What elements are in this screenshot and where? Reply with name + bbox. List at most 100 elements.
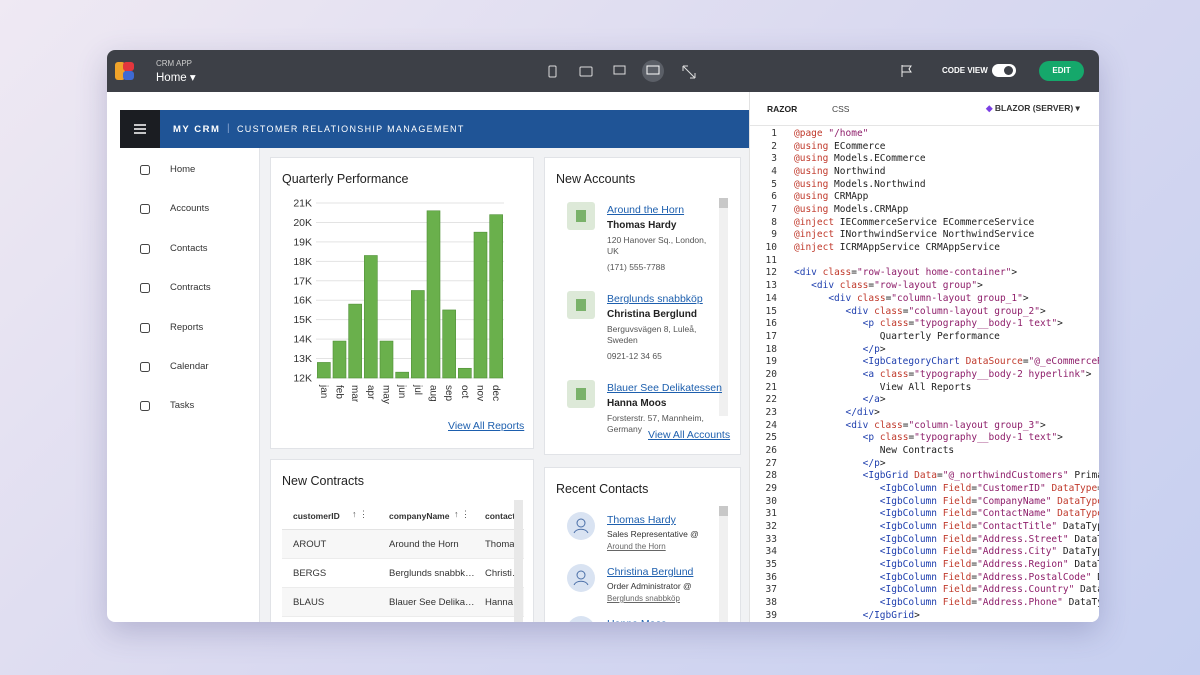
code-line: <p class="typography__body-1 text"> — [862, 318, 1063, 330]
content: Quarterly Performance 12K 13K 14K 15K 16K 17K… — [260, 148, 749, 622]
line-number: 17 — [765, 330, 777, 342]
code-line: <div class="row-layout group"> — [811, 280, 983, 292]
laptop-icon[interactable] — [613, 65, 626, 75]
account-link[interactable]: Berglunds snabbköp — [607, 293, 703, 305]
flag-icon[interactable] — [900, 64, 914, 78]
bar — [411, 290, 425, 379]
avatar — [567, 512, 595, 540]
grid-cell: Blauer See Delikatessen — [389, 597, 475, 608]
sidebar: Home Accounts Contacts Contracts Reports Cale… — [120, 148, 260, 622]
code-line: @inject ICRMAppService CRMAppService — [794, 242, 1000, 254]
line-number: 39 — [765, 609, 777, 621]
avatar — [567, 616, 595, 622]
edit-button[interactable]: EDIT — [1039, 61, 1084, 81]
line-number: 20 — [765, 368, 777, 380]
view-all-reports[interactable]: View All Reports — [448, 420, 525, 432]
contact-link[interactable]: Thomas Hardy — [607, 514, 676, 526]
nav-item[interactable]: Calendar — [170, 361, 209, 372]
account-phone: 0921-12 34 65 — [607, 351, 662, 361]
grid-cell: Around the Horn — [389, 539, 459, 550]
sort-icons[interactable]: ↑ ⋮ — [454, 509, 471, 519]
line-number: 33 — [765, 533, 777, 545]
avatar — [567, 564, 595, 592]
app-window: CRM APP Home ▾ CODE VIEW EDIT MY CRM | C… — [107, 50, 1099, 622]
code-line: <IgbColumn Field="ContactTitle" DataType — [879, 521, 1099, 533]
line-number: 11 — [765, 254, 777, 266]
column-header[interactable]: customerID — [293, 511, 340, 521]
account-address: Berguvsvägen 8, Luleå, Sweden — [607, 324, 697, 345]
line-number: 36 — [765, 571, 777, 583]
account-contact: Hanna Moos — [607, 398, 667, 409]
code-view-toggle[interactable] — [992, 64, 1016, 77]
account-address: 120 Hanover Sq., London, UK — [607, 235, 707, 256]
contact-link[interactable]: Christina Berglund — [607, 566, 694, 578]
x-tick-label: nov — [475, 385, 486, 401]
sort-icons[interactable]: ↑ ⋮ — [352, 509, 369, 519]
grid-row[interactable] — [282, 530, 524, 559]
code-line: <p class="typography__body-1 text"> — [862, 432, 1063, 444]
framework-select[interactable]: ◆ BLAZOR (SERVER) ▾ — [986, 103, 1080, 113]
grid-cell: BERGS — [293, 568, 327, 579]
y-tick-label: 14K — [293, 334, 312, 346]
line-number: 29 — [765, 483, 777, 495]
tab-razor[interactable]: RAZOR — [767, 104, 798, 114]
line-number: 19 — [765, 356, 777, 368]
nav-icon — [140, 283, 150, 294]
y-tick-label: 15K — [293, 314, 312, 326]
nav-item[interactable]: Accounts — [170, 203, 210, 215]
fullscreen-icon[interactable] — [682, 65, 696, 79]
app-label: CRM APP — [156, 59, 193, 68]
line-number: 22 — [765, 394, 777, 406]
nav-item[interactable]: Home — [170, 164, 196, 175]
menu-button[interactable] — [120, 110, 160, 148]
nav-item[interactable]: Tasks — [170, 400, 195, 412]
bar — [317, 362, 331, 379]
line-number: 38 — [765, 597, 777, 609]
phone-icon[interactable] — [548, 65, 557, 78]
nav-item[interactable]: Contracts — [170, 282, 211, 294]
account-contact: Christina Berglund — [607, 309, 698, 320]
code-tabs: RAZOR CSS ◆ BLAZOR (SERVER) ▾ — [750, 92, 1099, 126]
line-number: 24 — [765, 419, 777, 431]
nav-item[interactable]: Contacts — [170, 242, 208, 254]
grid-row[interactable] — [282, 559, 524, 588]
account-address: Forsterstr. 57, Mannheim, Germany — [607, 413, 704, 434]
bar — [348, 303, 362, 379]
code-line: <div class="column-layout group_1"> — [828, 292, 1029, 304]
code-line: <IgbColumn Field="ContactName" DataType=… — [879, 508, 1099, 520]
view-all-accounts[interactable]: View All Accounts — [648, 429, 731, 441]
line-number: 10 — [765, 242, 777, 254]
code-line: </p> — [862, 457, 886, 469]
line-number: 25 — [765, 432, 777, 444]
page-select[interactable]: Home ▾ — [156, 72, 196, 84]
tablet-icon[interactable] — [579, 66, 593, 77]
y-tick-label: 17K — [293, 275, 312, 287]
framework: BLAZOR (SERVER) — [994, 103, 1074, 113]
account-link[interactable]: Around the Horn — [607, 204, 685, 216]
desktop-active[interactable] — [642, 60, 664, 82]
x-tick-label: dec — [490, 385, 501, 401]
nav-item[interactable]: Reports — [170, 321, 204, 333]
code-line: <IgbGrid Data="@_northwindCustomers" Pri… — [862, 470, 1099, 482]
code-line: New Contracts — [794, 445, 955, 456]
column-header[interactable]: companyName — [389, 511, 450, 521]
account-link[interactable]: Blauer See Delikatessen — [607, 382, 722, 394]
line-number: 2 — [771, 140, 777, 152]
performance-card: Quarterly Performance 12K 13K 14K 15K 16K 17K… — [270, 157, 534, 449]
y-tick-label: 20K — [293, 217, 312, 229]
code-line: Quarterly Performance — [794, 330, 1000, 342]
line-number: 18 — [765, 343, 777, 355]
code-line: <IgbColumn Field="CustomerID" DataType=" — [879, 483, 1099, 495]
line-number: 14 — [765, 292, 777, 304]
bar — [332, 340, 347, 379]
grid-row[interactable] — [282, 588, 524, 617]
tab-css[interactable]: CSS — [832, 104, 850, 114]
code-lines: 1 @page "/home" 2 @using ECommerce 3 @using M… — [750, 127, 1099, 622]
device-icons — [548, 60, 696, 82]
app-header: MY CRM | CUSTOMER RELATIONSHIP MANAGEMEN… — [120, 110, 749, 148]
bar — [489, 214, 503, 379]
bar — [364, 255, 378, 379]
contact-link[interactable]: Hanna Moos — [607, 618, 667, 622]
